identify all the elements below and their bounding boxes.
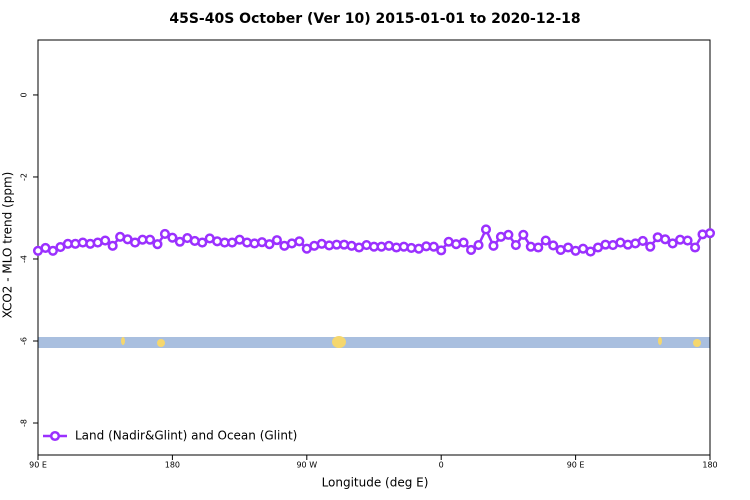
data-point	[159, 228, 170, 240]
data-point	[436, 245, 447, 256]
surface-strip	[38, 336, 710, 348]
land-spot	[693, 339, 701, 347]
land-spot	[121, 337, 125, 345]
data-point	[100, 235, 111, 246]
data-point	[167, 232, 178, 243]
data-point	[682, 235, 693, 246]
y-axis-label: XCO2 - MLO trend (ppm)	[1, 172, 15, 319]
data-point	[690, 242, 701, 253]
data-point	[271, 235, 282, 246]
data-point	[533, 242, 544, 253]
data-point	[47, 245, 58, 256]
chart-title: 45S-40S October (Ver 10) 2015-01-01 to 2…	[169, 11, 580, 27]
data-point	[548, 240, 559, 251]
data-point	[540, 235, 551, 246]
x-tick-label: 90 W	[296, 461, 317, 470]
y-tick-label: -2	[20, 173, 29, 181]
ocean-strip	[38, 337, 710, 348]
data-point	[473, 239, 484, 251]
data-point	[144, 234, 156, 245]
x-axis-label: Longitude (deg E)	[322, 476, 429, 490]
data-point	[466, 244, 477, 256]
land-spot	[332, 336, 346, 348]
x-tick-label: 180	[165, 461, 180, 470]
y-tick-label: -6	[20, 337, 29, 345]
data-point	[174, 236, 185, 247]
data-point	[264, 239, 275, 250]
y-tick-label: -8	[20, 419, 29, 427]
data-point	[645, 241, 656, 252]
y-tick-label: -4	[20, 255, 29, 263]
data-point	[704, 228, 716, 239]
data-point	[667, 238, 678, 249]
data-point	[197, 237, 208, 248]
land-spot	[658, 337, 662, 345]
x-tick-label: 180	[702, 461, 717, 470]
data-point	[585, 246, 596, 257]
data-point	[660, 234, 671, 245]
data-point	[480, 224, 492, 235]
data-point	[503, 229, 514, 240]
data-point	[107, 240, 118, 251]
legend-marker	[49, 430, 61, 442]
x-tick-label: 90 E	[567, 461, 585, 470]
land-spot	[157, 339, 165, 347]
y-tick-label: 0	[20, 92, 29, 97]
data-point	[637, 235, 648, 246]
data-point	[458, 237, 469, 248]
data-point	[428, 241, 439, 252]
data-point	[294, 236, 305, 247]
x-tick-label: 90 E	[29, 461, 47, 470]
data-point	[152, 239, 163, 250]
legend-label: Land (Nadir&Glint) and Ocean (Glint)	[75, 429, 297, 443]
x-tick-label: 0	[439, 461, 444, 470]
data-point	[488, 240, 499, 251]
data-point	[518, 229, 529, 240]
data-point	[510, 239, 521, 251]
